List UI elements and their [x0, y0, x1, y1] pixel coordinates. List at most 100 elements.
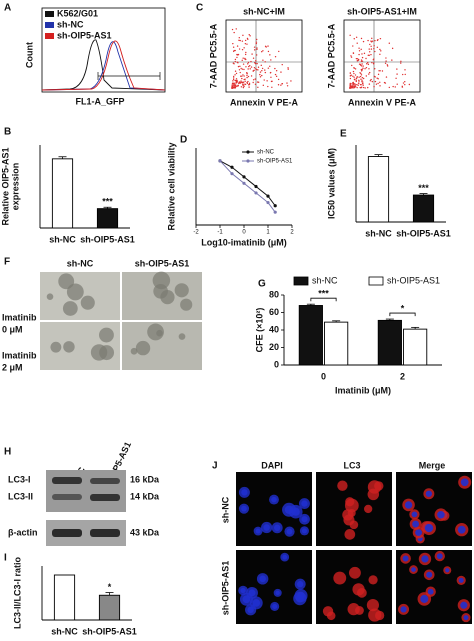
band-size: 16 kDa: [130, 474, 160, 484]
event-dot: [351, 64, 353, 67]
event-dot: [249, 64, 251, 67]
event-dot: [242, 63, 245, 65]
event-dot: [247, 84, 250, 86]
event-dot: [396, 68, 398, 70]
event-dot: [242, 86, 245, 89]
event-dot: [404, 73, 406, 76]
event-dot: [235, 28, 237, 30]
bar: [377, 319, 402, 366]
event-dot: [240, 86, 243, 88]
event-dot: [374, 50, 376, 53]
event-dot: [269, 72, 272, 74]
event-dot: [362, 77, 365, 80]
event-dot: [249, 68, 251, 70]
event-dot: [236, 81, 239, 83]
event-dot: [355, 57, 358, 60]
nucleus: [247, 606, 254, 614]
legend-label: sh-NC: [257, 150, 275, 156]
event-dot: [238, 69, 241, 71]
event-dot: [238, 39, 240, 42]
bar: [98, 594, 121, 621]
colony: [178, 333, 186, 340]
plot-frame: [343, 19, 421, 93]
event-dot: [392, 85, 394, 88]
event-dot: [386, 65, 389, 67]
event-dot: [385, 57, 387, 59]
legend-label: K562/G01: [57, 8, 98, 18]
event-dot: [401, 85, 403, 88]
nucleus: [463, 615, 469, 621]
event-dot: [271, 86, 273, 88]
row-label: Imatinib: [2, 350, 37, 360]
blot-band: [90, 529, 120, 537]
plot-title: sh-OIP5-AS1+IM: [347, 6, 417, 16]
nucleus: [457, 525, 466, 534]
event-dot: [358, 53, 360, 56]
y-axis-label: CFE (×10²): [254, 308, 264, 353]
event-dot: [400, 60, 402, 62]
x-tick-label: -1: [217, 230, 223, 236]
event-dot: [234, 84, 237, 86]
histogram-curve: [41, 41, 166, 91]
event-dot: [280, 71, 282, 73]
event-dot: [370, 40, 372, 42]
event-dot: [361, 77, 364, 79]
event-dot: [371, 40, 374, 42]
event-dot: [256, 62, 258, 65]
event-dot: [370, 53, 372, 56]
colony: [130, 347, 138, 355]
blot-band: [52, 529, 82, 537]
event-dot: [256, 38, 258, 41]
marker: [230, 172, 234, 176]
marker: [254, 191, 258, 195]
event-dot: [274, 67, 276, 70]
event-dot: [368, 51, 371, 53]
event-dot: [234, 86, 237, 89]
event-dot: [373, 45, 375, 47]
legend-label: sh-OIP5-AS1: [257, 159, 293, 165]
event-dot: [377, 82, 379, 85]
x-tick-label: sh-NC: [51, 626, 78, 636]
column-label: Merge: [419, 460, 446, 470]
event-dot: [287, 68, 289, 70]
event-dot: [362, 81, 364, 83]
nucleus: [460, 601, 468, 609]
cell: [344, 529, 356, 540]
event-dot: [361, 56, 364, 59]
event-dot: [242, 85, 244, 87]
event-dot: [254, 68, 257, 70]
colony: [135, 340, 151, 356]
event-dot: [367, 39, 369, 42]
cell: [368, 608, 382, 622]
event-dot: [402, 73, 404, 76]
band-label: β-actin: [8, 527, 38, 537]
colony: [62, 301, 78, 316]
band-label: LC3-I: [8, 474, 31, 484]
colony: [147, 323, 164, 341]
event-dot: [249, 35, 251, 37]
event-dot: [231, 87, 233, 89]
event-dot: [239, 39, 241, 42]
bar: [324, 321, 349, 366]
event-dot: [270, 76, 272, 78]
nucleus: [301, 500, 308, 507]
event-dot: [241, 59, 243, 62]
event-dot: [368, 73, 370, 75]
nucleus: [402, 555, 409, 562]
event-dot: [256, 68, 258, 71]
event-dot: [353, 67, 356, 69]
cell: [322, 606, 334, 617]
y-axis-label: expression: [10, 163, 20, 211]
y-axis-label: IC50 values (μM): [326, 148, 336, 219]
event-dot: [361, 82, 364, 85]
colony: [180, 298, 193, 311]
marker: [218, 159, 222, 163]
event-dot: [233, 84, 235, 86]
event-dot: [381, 70, 384, 72]
bar: [403, 328, 428, 366]
event-dot: [362, 86, 365, 89]
panel-label: H: [4, 447, 11, 458]
event-dot: [370, 48, 373, 50]
line: [219, 160, 276, 207]
panel-label: I: [4, 553, 7, 564]
